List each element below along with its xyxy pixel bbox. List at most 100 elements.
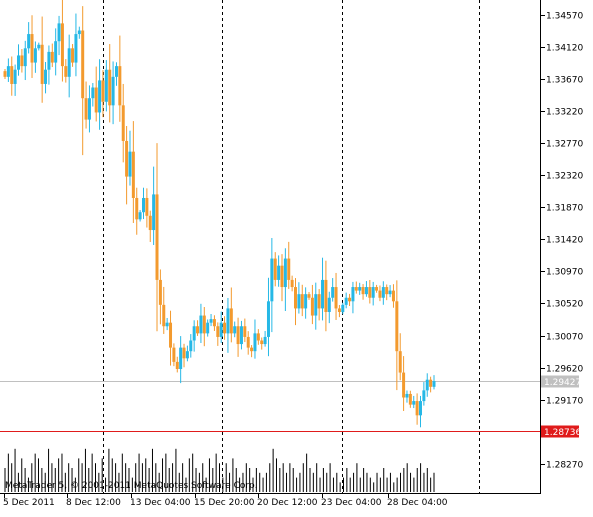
candle [121,83,125,163]
candle-body [307,294,311,298]
candle [270,238,274,333]
candle-body [175,361,179,370]
candle [297,282,301,314]
candle-body [341,304,345,312]
candle-body [87,98,91,120]
candle [354,281,358,294]
time-tick-label: 15 Dec 20:00 [194,498,255,508]
time-tick-label: 23 Dec 04:00 [321,498,382,508]
candle-body [118,66,122,106]
candle [67,34,71,98]
candle [334,272,338,320]
candle [398,333,402,381]
candle-body [169,322,173,348]
candle-body [128,151,132,177]
candle [209,313,213,327]
candle [364,281,368,297]
price-tick-label: 1.29620 [546,365,583,375]
candle-body [30,34,34,63]
candle-body [381,287,385,298]
candle-body [388,290,392,295]
candle [192,320,196,352]
candle-body [202,315,206,334]
price-tick-label: 1.30070 [546,333,583,343]
candle [91,83,95,107]
candle-body [60,23,64,67]
candle-body [6,66,10,77]
candle [351,281,355,314]
candle [324,260,328,332]
candle [40,16,44,103]
price-tick-label: 1.30970 [546,268,583,278]
candle [429,376,433,393]
candle [375,284,379,293]
candle-body [155,194,159,280]
candle [368,279,372,304]
candle-body [364,287,368,295]
candle [243,318,247,343]
candle [128,130,132,186]
candle-body [229,308,233,334]
candle-body [348,297,352,302]
candle-body [182,347,186,359]
candle [327,291,331,324]
candle-body [179,347,183,370]
candle [388,285,392,298]
candle-body [226,308,230,334]
candle [294,278,298,326]
candle [64,59,68,83]
level-label-bg [541,425,579,438]
candle [71,44,75,67]
candle-body [84,98,88,120]
candle-body [385,287,389,295]
price-tick-label: 1.33670 [546,76,583,86]
candle [219,311,223,343]
candle [141,187,145,220]
candle [108,44,112,123]
time-tick-label: 5 Dec 2011 [3,498,55,508]
candle [23,40,27,81]
candle [317,289,321,321]
candle [408,390,412,408]
candle-body [294,287,298,309]
candle [391,284,395,308]
candle-body [40,44,44,84]
candle-body [432,381,436,387]
candle-body [277,265,281,280]
candle-body [375,287,379,291]
price-tick-label: 1.29170 [546,397,583,407]
candle-body [239,326,243,345]
candle-body [165,322,169,327]
candle-body [114,66,118,77]
candle [226,297,230,353]
candle-body [250,347,254,352]
candle-body [310,297,314,316]
candle [385,284,389,301]
candle [37,42,41,51]
time-tick-label: 8 Dec 12:00 [66,498,121,508]
candle [182,343,186,368]
candle [74,13,78,77]
candle [212,315,216,331]
candle [280,254,284,302]
candle-body [209,319,213,323]
candle-body [98,80,102,113]
candle-body [172,347,176,362]
candle [341,302,345,315]
candle-body [158,279,162,305]
candle-body [331,287,335,298]
candle-body [253,333,257,352]
candle-body [138,212,142,220]
candle-body [17,55,21,70]
candle-body [81,30,85,99]
candle-body [91,87,95,99]
candle-body [219,322,223,337]
candle [202,307,206,347]
candle-body [368,287,372,298]
candle-body [402,372,406,398]
candle-body [145,197,149,216]
candle-body [189,340,193,352]
candle-body [47,51,51,70]
candle [175,356,179,373]
